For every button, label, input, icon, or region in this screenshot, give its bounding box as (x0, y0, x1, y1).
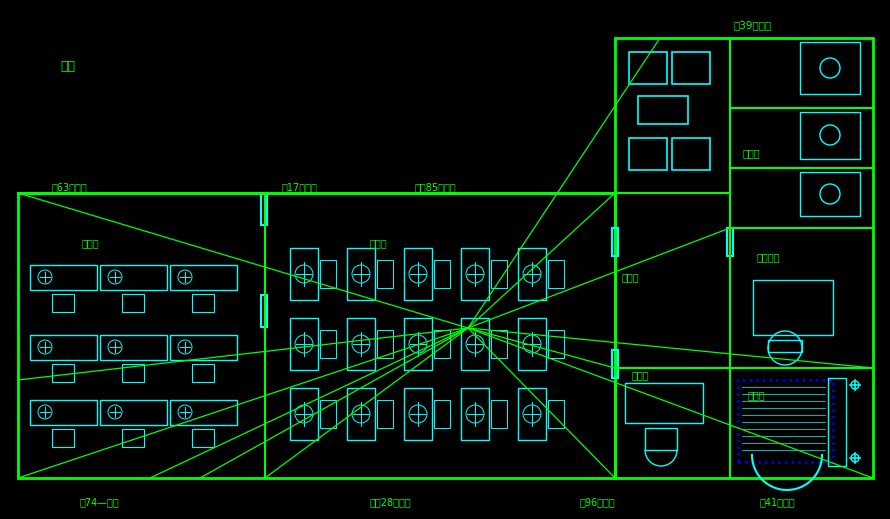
Bar (548, 330, 564, 358)
Text: 图五: 图五 (60, 60, 75, 73)
Bar (261, 295, 267, 327)
Bar (753, 280, 833, 335)
Bar (52, 429, 74, 447)
Bar (347, 388, 375, 440)
Bar (404, 248, 432, 300)
Bar (518, 248, 546, 300)
Text: 办公区: 办公区 (82, 238, 100, 248)
Bar (672, 138, 710, 170)
Bar (768, 340, 802, 352)
Bar (18, 193, 615, 478)
Bar (30, 335, 97, 360)
Bar (122, 294, 144, 312)
Bar (800, 172, 860, 216)
Bar (192, 364, 214, 382)
Bar (52, 364, 74, 382)
Bar (192, 294, 214, 312)
Bar (645, 428, 677, 450)
Bar (377, 330, 393, 358)
Text: 艮坤85二绝命: 艮坤85二绝命 (415, 182, 457, 192)
Bar (100, 265, 167, 290)
Bar (434, 400, 450, 428)
Bar (347, 248, 375, 300)
Bar (52, 294, 74, 312)
Bar (629, 52, 667, 84)
Bar (638, 96, 688, 124)
Bar (518, 388, 546, 440)
Bar (170, 335, 237, 360)
Text: 会客区: 会客区 (622, 272, 640, 282)
Text: 财务室: 财务室 (632, 370, 650, 380)
Bar (192, 429, 214, 447)
Text: 巽41七伏位: 巽41七伏位 (760, 497, 796, 507)
Bar (434, 260, 450, 288)
Bar (100, 400, 167, 425)
Bar (347, 318, 375, 370)
Bar (377, 400, 393, 428)
Bar (320, 330, 336, 358)
Bar (548, 400, 564, 428)
Text: 离96三天医: 离96三天医 (580, 497, 616, 507)
Bar (404, 388, 432, 440)
Bar (434, 330, 450, 358)
Bar (320, 260, 336, 288)
Bar (122, 429, 144, 447)
Text: 卫生间: 卫生间 (743, 148, 761, 158)
Bar (461, 318, 489, 370)
Bar (290, 248, 318, 300)
Bar (612, 228, 618, 256)
Bar (828, 378, 846, 466)
Bar (290, 318, 318, 370)
Bar (377, 260, 393, 288)
Bar (122, 364, 144, 382)
Bar (491, 330, 507, 358)
Bar (461, 388, 489, 440)
Bar (491, 260, 507, 288)
Text: 兑74—六煞: 兑74—六煞 (80, 497, 120, 507)
Text: 乾63九椎客: 乾63九椎客 (52, 182, 88, 192)
Text: 办公区: 办公区 (370, 238, 388, 248)
Bar (404, 318, 432, 370)
Text: 震39六煞年: 震39六煞年 (733, 20, 772, 30)
Text: 坤山28五五鬼: 坤山28五五鬼 (370, 497, 412, 507)
Bar (261, 193, 267, 225)
Bar (800, 42, 860, 94)
Bar (548, 260, 564, 288)
Bar (290, 388, 318, 440)
Bar (518, 318, 546, 370)
Bar (461, 248, 489, 300)
Bar (491, 400, 507, 428)
Text: 总经理室: 总经理室 (757, 252, 781, 262)
Bar (629, 138, 667, 170)
Text: 休息室: 休息室 (748, 390, 765, 400)
Bar (170, 265, 237, 290)
Text: 火17四生气: 火17四生气 (282, 182, 318, 192)
Bar (100, 335, 167, 360)
Bar (672, 52, 710, 84)
Bar (625, 383, 703, 423)
Bar (30, 265, 97, 290)
Bar (738, 380, 833, 462)
Bar (612, 350, 618, 378)
Bar (320, 400, 336, 428)
Bar (727, 228, 733, 256)
Bar (800, 112, 860, 159)
Bar (170, 400, 237, 425)
Bar (615, 38, 873, 478)
Bar (30, 400, 97, 425)
